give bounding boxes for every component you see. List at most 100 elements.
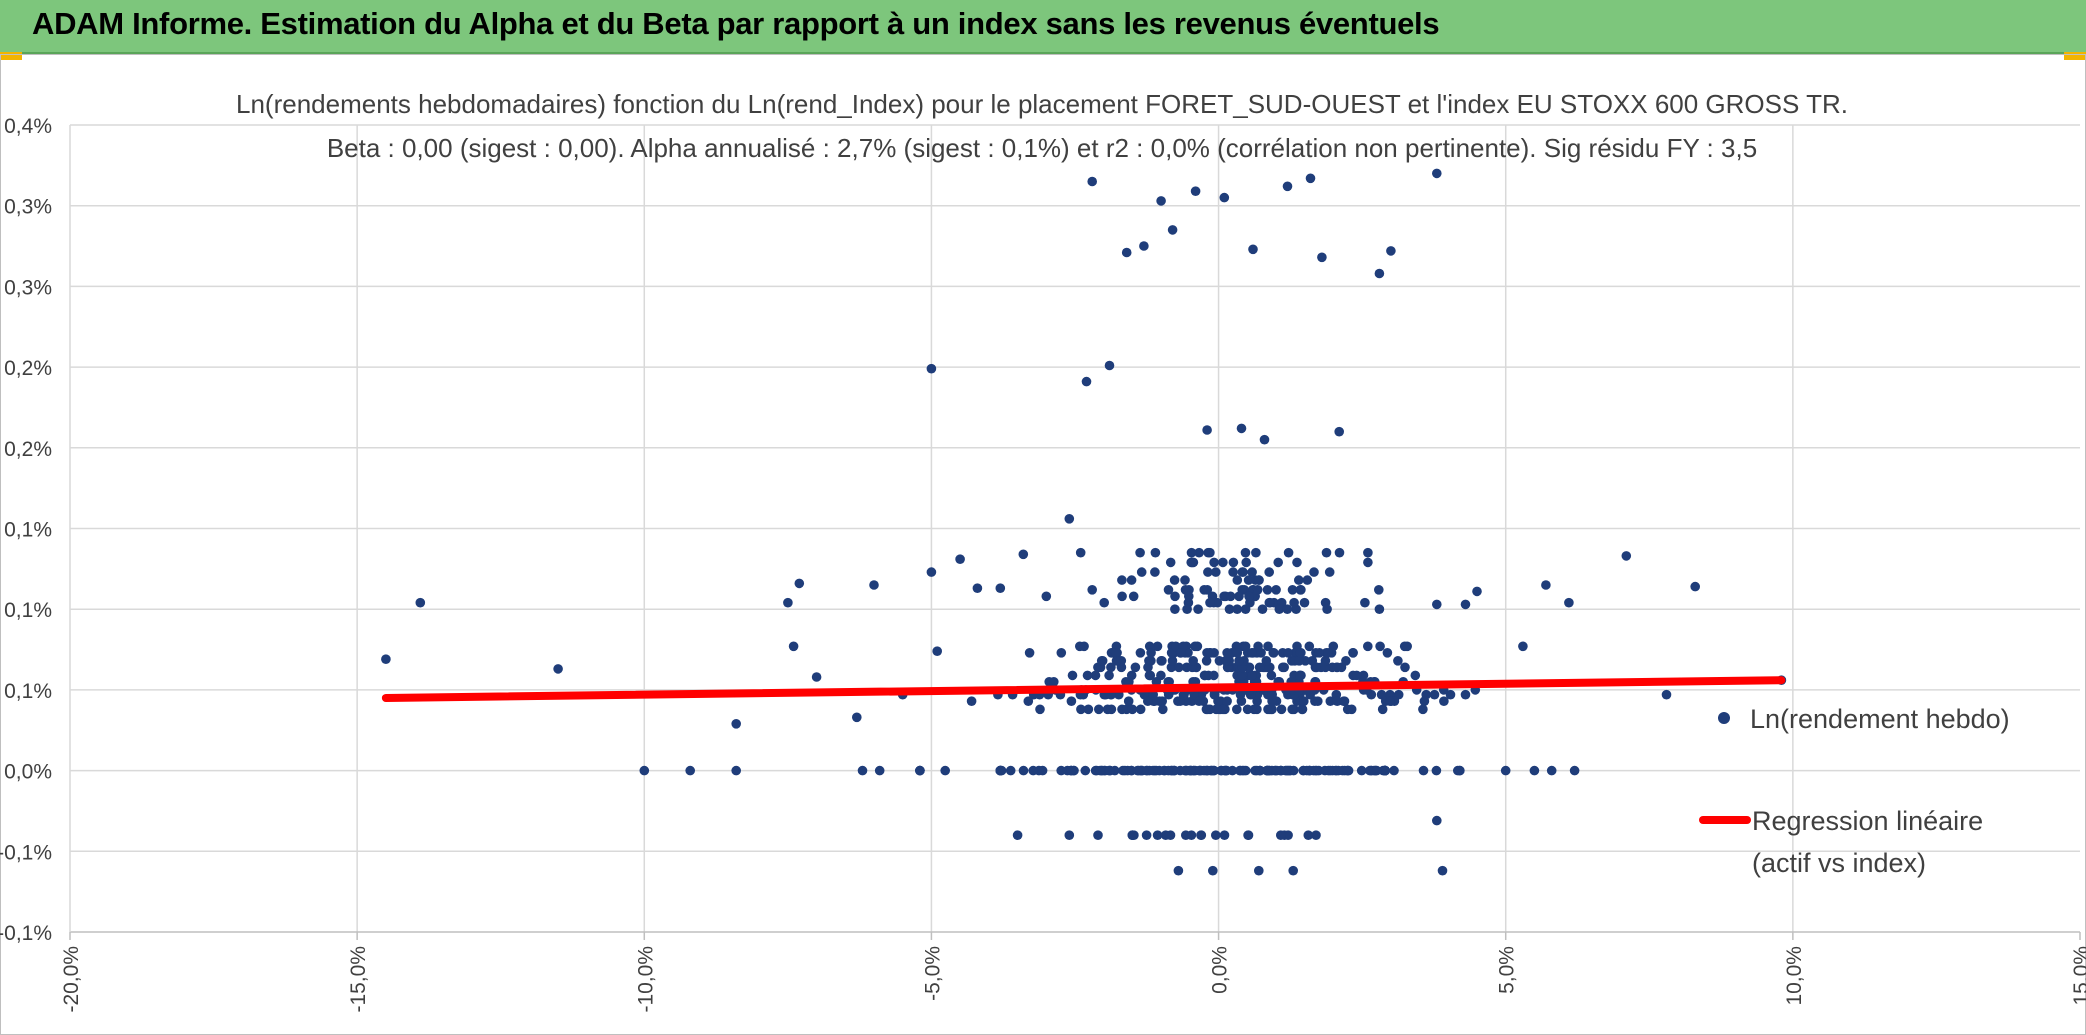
data-point	[1152, 830, 1163, 840]
data-point	[1237, 670, 1248, 681]
data-point	[1199, 670, 1210, 681]
data-point	[1358, 670, 1369, 681]
data-point	[1363, 547, 1373, 558]
data-point	[1165, 830, 1176, 840]
x-tick-label: -20,0%	[60, 946, 83, 1013]
data-point	[1236, 423, 1247, 434]
data-point	[1218, 704, 1228, 715]
data-point	[1104, 360, 1115, 371]
data-point	[1322, 604, 1332, 614]
data-point	[1104, 670, 1114, 681]
data-point	[1163, 765, 1174, 776]
y-tick-label: 0,1%	[4, 599, 52, 622]
data-point	[1150, 547, 1161, 558]
data-point	[1243, 830, 1253, 840]
data-point	[1087, 585, 1097, 595]
data-point	[639, 765, 650, 776]
data-point	[1201, 765, 1211, 776]
data-point	[1269, 648, 1279, 658]
grid-lines	[70, 124, 2080, 932]
data-point	[1254, 662, 1265, 673]
data-point	[1169, 575, 1180, 585]
data-point	[1202, 704, 1213, 715]
data-point	[1382, 648, 1393, 658]
data-point	[685, 765, 695, 776]
data-point	[1371, 765, 1382, 776]
data-point	[1374, 585, 1384, 595]
data-point	[1186, 830, 1197, 840]
data-point	[1202, 425, 1212, 435]
data-point	[1339, 696, 1350, 706]
data-point	[1295, 670, 1305, 681]
data-point	[1324, 567, 1335, 577]
data-point	[1135, 547, 1145, 558]
data-point	[869, 580, 879, 590]
data-point	[1377, 704, 1388, 715]
data-point	[1188, 656, 1198, 666]
data-point	[1299, 696, 1309, 706]
data-point	[1228, 567, 1238, 577]
data-point	[1135, 648, 1146, 658]
data-point	[1418, 704, 1428, 715]
data-point	[1295, 648, 1306, 658]
data-point	[1173, 865, 1184, 876]
data-point	[1302, 575, 1313, 585]
data-point	[1541, 580, 1551, 590]
data-point	[1302, 765, 1312, 776]
data-point	[1254, 575, 1264, 585]
data-point	[1083, 704, 1094, 715]
data-point	[1418, 765, 1429, 776]
data-point	[1437, 865, 1448, 876]
data-point	[1205, 597, 1215, 608]
data-point	[1126, 670, 1137, 681]
data-point	[1141, 830, 1152, 840]
data-point	[1187, 557, 1197, 568]
corner-marker-left	[0, 52, 22, 60]
data-point	[1240, 547, 1251, 558]
data-point	[1056, 648, 1067, 658]
data-point	[915, 765, 925, 776]
data-point	[1066, 696, 1077, 706]
data-point	[1313, 696, 1323, 706]
legend-line-label-2: (actif vs index)	[1752, 848, 1926, 878]
data-point	[1295, 585, 1306, 595]
data-point	[1196, 830, 1206, 840]
data-point	[1167, 225, 1178, 235]
data-point	[1186, 547, 1197, 558]
data-point	[1150, 567, 1160, 577]
data-point	[1012, 830, 1023, 840]
data-point	[381, 654, 391, 664]
data-point	[1276, 704, 1287, 715]
y-tick-label: -0,1%	[0, 922, 52, 945]
data-point	[1202, 585, 1213, 595]
data-point	[1264, 597, 1275, 608]
x-tick-label: -10,0%	[634, 946, 657, 1013]
data-point	[811, 672, 822, 682]
data-point	[1282, 181, 1293, 192]
data-point	[1106, 662, 1116, 673]
data-point	[1389, 765, 1399, 776]
data-point	[1118, 765, 1128, 776]
data-point	[1283, 830, 1293, 840]
data-point	[1317, 252, 1327, 263]
data-point	[1146, 648, 1156, 658]
data-point	[1445, 689, 1456, 700]
data-point	[1094, 704, 1104, 715]
data-point	[1294, 656, 1304, 666]
data-point	[1472, 586, 1482, 597]
data-point	[1621, 551, 1632, 561]
data-point	[1132, 765, 1143, 776]
data-point	[1429, 689, 1440, 700]
data-point	[874, 765, 885, 776]
data-point	[1264, 567, 1274, 577]
y-tick-label: 0,3%	[4, 276, 52, 299]
data-point	[1323, 648, 1333, 658]
data-point	[1148, 765, 1158, 776]
data-point	[1128, 591, 1139, 602]
data-point	[1297, 704, 1308, 715]
data-point	[1171, 641, 1181, 652]
report-title: ADAM Informe. Estimation du Alpha et du …	[32, 6, 1440, 41]
y-tick-label: 0,2%	[4, 357, 52, 380]
data-point	[1028, 765, 1038, 776]
data-point	[1194, 696, 1204, 706]
